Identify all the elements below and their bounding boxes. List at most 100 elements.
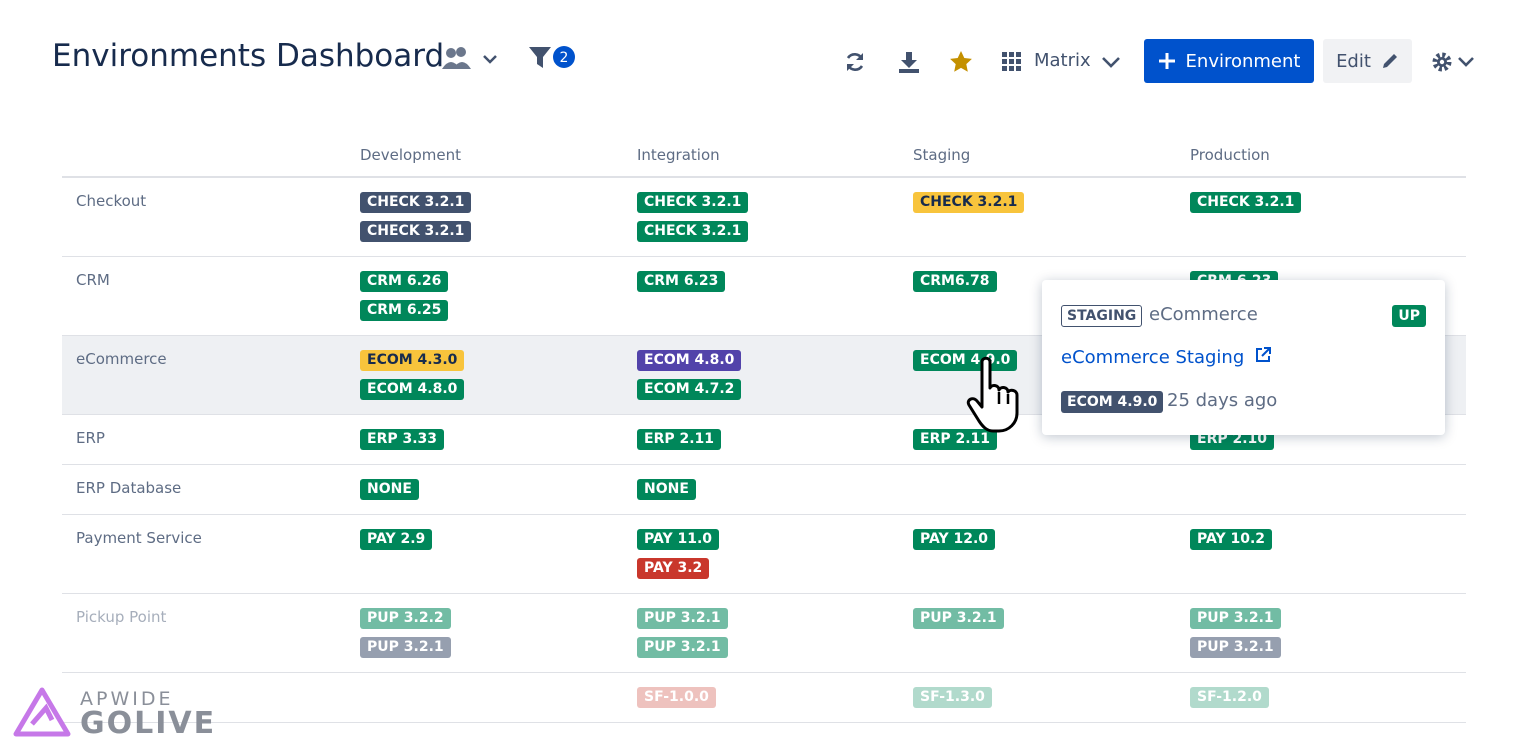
header-cell	[62, 134, 360, 178]
badge-list: CHECK 3.2.1 CHECK 3.2.1	[637, 192, 913, 250]
badge-list: PAY 10.2	[1190, 529, 1466, 558]
version-badge: ECOM 4.9.0	[1061, 391, 1164, 413]
matrix-cell: PUP 3.2.1	[913, 593, 1190, 673]
download-icon[interactable]	[897, 50, 921, 74]
badge-list: SF-1.0.0	[637, 687, 913, 716]
version-badge: NONE	[360, 479, 419, 500]
version-badge: NONE	[637, 479, 696, 500]
badge-list: SF-1.3.0	[913, 687, 1190, 716]
matrix-cell: PUP 3.2.1 PUP 3.2.1	[1190, 593, 1466, 673]
matrix-cell: PUP 3.2.2 PUP 3.2.1	[360, 593, 637, 673]
filter-count: 2	[560, 50, 569, 66]
view-label: Matrix	[1034, 50, 1091, 71]
team-filter[interactable]	[441, 45, 503, 75]
button-label: Environment	[1185, 50, 1301, 72]
version-badge: CRM 6.26	[360, 271, 449, 292]
version-badge: CHECK 3.2.1	[1190, 192, 1302, 213]
application-name: eCommerce	[76, 350, 167, 368]
version-badge: PUP 3.2.1	[913, 608, 1004, 629]
view-chevron[interactable]	[1100, 52, 1122, 72]
version-badge: CRM 6.23	[637, 271, 726, 292]
column-header: Production	[1190, 134, 1466, 178]
version-badge: PAY 11.0	[637, 529, 720, 550]
badge-list: ECOM 4.3.0 ECOM 4.8.0	[360, 350, 637, 408]
badge-list: PUP 3.2.1 PUP 3.2.1	[637, 608, 913, 666]
badge-list: CHECK 3.2.1	[1190, 192, 1466, 221]
settings-menu[interactable]	[1432, 50, 1478, 74]
star-icon[interactable]	[948, 49, 974, 75]
matrix-cell: SF-1.2.0	[1190, 672, 1466, 723]
add-environment-button[interactable]: Environment	[1144, 39, 1314, 83]
matrix-cell: ECOM 4.3.0 ECOM 4.8.0	[360, 335, 637, 415]
matrix-cell: CRM 6.23	[637, 256, 913, 336]
matrix-cell: NONE	[360, 464, 637, 515]
matrix-cell: ECOM 4.8.0 ECOM 4.7.2	[637, 335, 913, 415]
application-name: ERP	[76, 429, 105, 447]
badge-list: CRM 6.26 CRM 6.25	[360, 271, 637, 329]
application-name: ERP Database	[76, 479, 182, 497]
badge-list	[1190, 479, 1466, 508]
badge-list: PUP 3.2.2 PUP 3.2.1	[360, 608, 637, 666]
matrix-cell: CHECK 3.2.1 CHECK 3.2.1	[637, 177, 913, 257]
version-badge: CRM 6.25	[360, 300, 449, 321]
matrix-row: SF-1.0.0 SF-1.3.0 SF-1.2.0	[62, 672, 1466, 723]
filter-icon[interactable]: 2	[527, 44, 579, 74]
version-badge: SF-1.0.0	[637, 687, 716, 708]
matrix-cell: SF-1.3.0	[913, 672, 1190, 723]
matrix-cell	[913, 464, 1190, 515]
row-header: ERP Database	[62, 464, 360, 515]
badge-list	[360, 687, 637, 716]
view-selector[interactable]: Matrix	[1034, 50, 1091, 71]
matrix-icon[interactable]	[1002, 52, 1022, 72]
environment-tag: STAGING	[1061, 305, 1143, 327]
version-badge: CRM6.78	[913, 271, 997, 292]
version-badge: PAY 10.2	[1190, 529, 1273, 550]
edit-button[interactable]: Edit	[1323, 39, 1412, 83]
matrix-cell: CHECK 3.2.1 CHECK 3.2.1	[360, 177, 637, 257]
matrix-cell: PAY 10.2	[1190, 514, 1466, 594]
version-badge: PAY 3.2	[637, 558, 710, 579]
hand-cursor	[966, 356, 1019, 433]
badge-list: CRM 6.23	[637, 271, 913, 300]
badge-list: ERP 2.11	[637, 429, 913, 458]
version-badge: ECOM 4.8.0	[637, 350, 742, 371]
version-badge: ERP 2.11	[913, 429, 998, 450]
matrix-cell: CRM 6.26 CRM 6.25	[360, 256, 637, 336]
matrix-cell: CHECK 3.2.1	[913, 177, 1190, 257]
badge-list: CRM6.78	[913, 271, 1190, 300]
badge-list: PAY 12.0	[913, 529, 1190, 558]
logo-bottom-text: GOLIVE	[80, 706, 217, 741]
plus-icon	[1158, 53, 1175, 69]
row-header	[62, 672, 360, 723]
refresh-icon[interactable]	[843, 50, 867, 74]
badge-list	[913, 479, 1190, 508]
page-title: Environments Dashboard	[52, 38, 445, 74]
version-badge: CHECK 3.2.1	[360, 221, 472, 242]
badge-list: PAY 11.0 PAY 3.2	[637, 529, 913, 587]
application-name: Pickup Point	[76, 608, 167, 626]
badge-list: CHECK 3.2.1 CHECK 3.2.1	[360, 192, 637, 250]
badge-list: ERP 3.33	[360, 429, 637, 458]
environment-link[interactable]: eCommerce Staging	[1061, 346, 1272, 368]
version-badge: PUP 3.2.2	[360, 608, 451, 629]
version-badge: PUP 3.2.1	[360, 637, 451, 658]
badge-list: PUP 3.2.1	[913, 608, 1190, 637]
version-badge: ECOM 4.7.2	[637, 379, 742, 400]
matrix-row: ERP Database NONE NONE	[62, 464, 1466, 515]
matrix-row: Pickup Point PUP 3.2.2 PUP 3.2.1 PUP 3.2.1 P…	[62, 593, 1466, 673]
table-body: Checkout CHECK 3.2.1 CHECK 3.2.1 CHECK 3.2.…	[62, 177, 1466, 723]
matrix-row: Payment Service PAY 2.9 PAY 11.0 PAY 3.2 PAY…	[62, 514, 1466, 594]
badge-list: NONE	[360, 479, 637, 508]
version-badge: PUP 3.2.1	[1190, 637, 1281, 658]
application-name: Payment Service	[76, 529, 202, 547]
version-badge: PAY 12.0	[913, 529, 996, 550]
matrix-row: Checkout CHECK 3.2.1 CHECK 3.2.1 CHECK 3.2.…	[62, 177, 1466, 257]
version-badge: CHECK 3.2.1	[913, 192, 1025, 213]
version-badge: ERP 2.11	[637, 429, 722, 450]
logo-top-text: APWIDE	[80, 688, 174, 710]
badge-list: CHECK 3.2.1	[913, 192, 1190, 221]
matrix-cell	[360, 672, 637, 723]
badge-list: NONE	[637, 479, 913, 508]
